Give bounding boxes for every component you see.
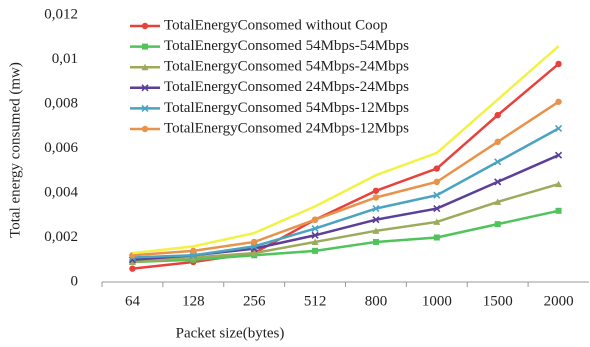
marker: [555, 180, 563, 188]
marker: [372, 187, 380, 194]
marker: [312, 247, 319, 254]
marker: [555, 98, 562, 105]
x-tick-label: 64: [125, 293, 141, 309]
marker: [250, 249, 258, 257]
x-axis-label: Packet size(bytes): [176, 325, 285, 341]
marker: [433, 191, 441, 199]
marker: [433, 165, 441, 172]
marker: [494, 178, 502, 186]
marker: [311, 216, 319, 223]
marker: [554, 151, 563, 159]
marker: [372, 216, 380, 224]
series-line: [132, 209, 559, 264]
marker: [128, 258, 136, 265]
marker: [372, 238, 379, 245]
marker: [189, 254, 197, 261]
marker: [554, 124, 563, 133]
marker: [494, 158, 502, 166]
series-line: [132, 100, 560, 257]
y-tick-label: 0,006: [44, 140, 78, 156]
y-tick-label: 0,01: [52, 51, 78, 67]
y-tick-label: 0,002: [44, 229, 78, 245]
x-tick-label: 256: [243, 293, 266, 309]
x-tick-label: 1500: [483, 293, 513, 309]
x-tick-label: 512: [304, 293, 327, 309]
x-tick-label: 2000: [544, 293, 574, 309]
y-tick-label: 0: [71, 273, 79, 289]
marker: [433, 234, 440, 241]
marker: [433, 178, 441, 186]
legend-label: TotalEnergyConsomed without Coop: [164, 17, 388, 33]
legend-label: TotalEnergyConsomed 54Mbps-54Mbps: [164, 38, 409, 54]
series-line: [132, 127, 560, 259]
marker: [311, 231, 319, 239]
marker: [129, 265, 136, 272]
marker: [372, 194, 380, 201]
marker: [494, 111, 501, 119]
marker: [142, 43, 148, 50]
marker: [555, 60, 562, 68]
marker: [141, 104, 149, 112]
marker: [190, 247, 197, 255]
legend-label: TotalEnergyConsomed 54Mbps-12Mbps: [164, 100, 409, 116]
series-line: [132, 45, 560, 255]
legend-label: TotalEnergyConsomed 24Mbps-24Mbps: [164, 79, 409, 95]
marker: [494, 221, 501, 228]
marker: [433, 205, 441, 213]
marker: [494, 138, 501, 146]
marker: [372, 205, 380, 213]
marker: [250, 238, 258, 246]
marker: [311, 225, 319, 233]
marker: [372, 227, 380, 234]
marker: [555, 207, 562, 214]
y-tick-label: 0,008: [44, 95, 78, 111]
marker: [433, 218, 441, 225]
x-tick-label: 1000: [422, 293, 452, 309]
y-tick-label: 0,004: [44, 184, 78, 200]
x-tick-label: 128: [182, 293, 205, 309]
marker: [311, 238, 319, 245]
marker: [141, 125, 149, 133]
marker: [141, 22, 149, 30]
marker: [141, 63, 149, 71]
series-line: [132, 62, 560, 270]
legend-label: TotalEnergyConsomed 54Mbps-24Mbps: [164, 59, 409, 75]
series-line: [132, 182, 559, 264]
x-tick-label: 800: [365, 293, 388, 309]
marker: [141, 84, 149, 92]
legend-label: TotalEnergyConsomed 24Mbps-12Mbps: [164, 120, 409, 136]
y-tick-label: 0,012: [44, 6, 78, 22]
marker: [494, 198, 502, 205]
y-axis-label: Total energy consumed (mw): [7, 62, 23, 238]
